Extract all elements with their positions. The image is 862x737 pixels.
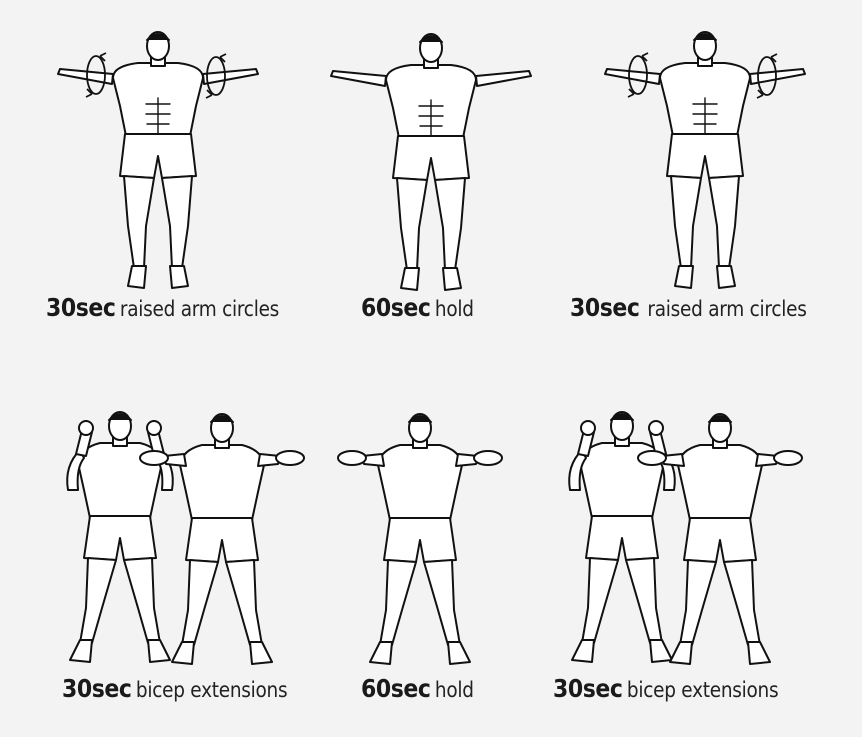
illustration-bicep-extensions bbox=[66, 411, 305, 665]
illustration-arms-hold bbox=[330, 33, 532, 291]
activity-label: hold bbox=[434, 678, 474, 702]
panel-hold-1 bbox=[290, 0, 580, 340]
panel-arm-circles-2 bbox=[580, 0, 862, 340]
duration-label: 30sec bbox=[46, 293, 116, 322]
duration-label: 60sec bbox=[361, 293, 431, 322]
activity-label: hold bbox=[434, 297, 474, 321]
caption-row1-panel2: 60sec hold bbox=[361, 293, 474, 322]
activity-label: raised arm circles bbox=[647, 297, 807, 321]
duration-label: 30sec bbox=[62, 674, 132, 703]
duration-label: 30sec bbox=[553, 674, 623, 703]
caption-row2-panel1: 30sec bicep extensions bbox=[62, 674, 288, 703]
duration-label: 60sec bbox=[361, 674, 431, 703]
panel-bicep-extensions-2 bbox=[540, 400, 840, 665]
caption-row1-panel1: 30sec raised arm circles bbox=[46, 293, 279, 322]
activity-label: bicep extensions bbox=[626, 678, 779, 702]
illustration-arm-circles bbox=[604, 31, 806, 289]
caption-row1-panel3: 30sec raised arm circles bbox=[570, 293, 807, 322]
caption-row2-panel3: 30sec bicep extensions bbox=[553, 674, 779, 703]
activity-label: raised arm circles bbox=[119, 297, 280, 321]
panel-hold-2 bbox=[330, 400, 530, 665]
illustration-arms-forward-hold bbox=[337, 413, 503, 665]
illustration-arm-circles bbox=[57, 31, 259, 289]
activity-label: bicep extensions bbox=[135, 678, 288, 702]
illustration-bicep-extensions bbox=[568, 411, 803, 665]
duration-label: 30sec bbox=[570, 293, 640, 322]
panel-bicep-extensions-1 bbox=[0, 400, 305, 665]
panel-arm-circles-1 bbox=[0, 0, 290, 340]
caption-row2-panel2: 60sec hold bbox=[361, 674, 474, 703]
